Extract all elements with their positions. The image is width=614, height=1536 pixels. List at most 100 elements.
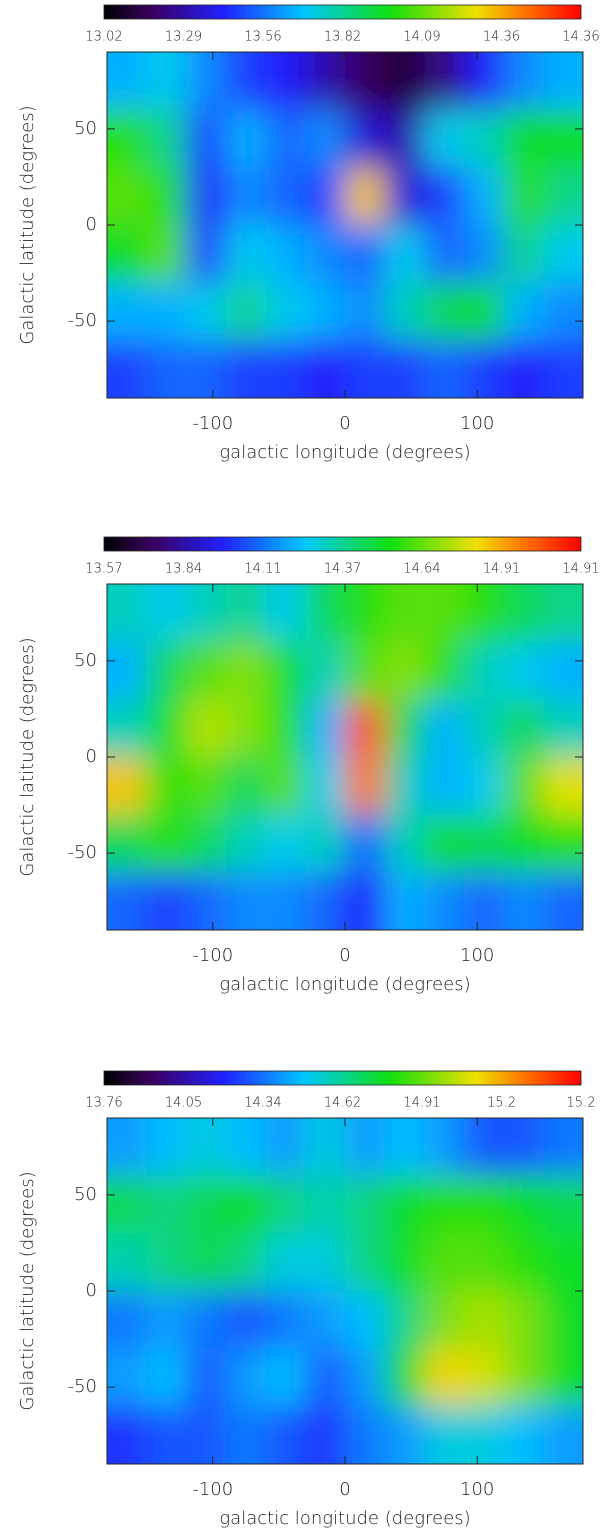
heat-cell bbox=[345, 699, 386, 758]
heat-cell bbox=[265, 699, 307, 758]
heat-cell bbox=[424, 340, 465, 398]
heat-cell bbox=[186, 1406, 227, 1464]
heat-cell bbox=[226, 109, 267, 169]
heat-cell bbox=[265, 1175, 307, 1235]
heat-cell bbox=[384, 584, 426, 643]
heat-cell bbox=[543, 109, 583, 169]
heat-cell bbox=[345, 814, 386, 874]
heat-cell bbox=[305, 109, 346, 169]
panel: 13.57 13.84 14.11 14.37 14.64 14.91 14.91 -50 0 5… bbox=[17, 536, 600, 995]
x-tick-label: 100 bbox=[460, 945, 494, 966]
heat-cell bbox=[543, 340, 583, 398]
heat-cell bbox=[345, 282, 386, 342]
y-tick-label: 0 bbox=[86, 214, 97, 235]
colorbar-tick-label: 14.11 bbox=[244, 562, 281, 577]
heat-cell bbox=[424, 1406, 465, 1464]
map-cells bbox=[107, 1118, 583, 1464]
heat-cell bbox=[146, 1233, 188, 1292]
x-axis-title: galactic longitude (degrees) bbox=[219, 442, 470, 463]
colorbar-tick-label: 14.64 bbox=[403, 562, 440, 577]
heat-cell bbox=[186, 699, 227, 758]
heat-cell bbox=[186, 282, 227, 342]
heat-cell bbox=[107, 282, 148, 342]
colorbar-tick-label: 13.57 bbox=[85, 562, 122, 577]
heat-cell bbox=[226, 340, 267, 398]
colorbar-tick-label: 13.56 bbox=[244, 30, 281, 45]
heat-cell bbox=[146, 641, 188, 701]
heat-cell bbox=[265, 340, 307, 398]
heat-cell bbox=[107, 225, 148, 284]
heat-cell bbox=[186, 1175, 227, 1235]
heat-cell bbox=[543, 1233, 583, 1292]
heat-cell bbox=[503, 340, 545, 398]
colorbar-tick-label: 14.62 bbox=[324, 1096, 361, 1111]
heat-cell bbox=[503, 282, 545, 342]
heat-cell bbox=[543, 52, 583, 111]
heat-cell bbox=[384, 167, 426, 226]
heat-cell bbox=[146, 282, 188, 342]
heat-cell bbox=[464, 584, 505, 643]
heat-cell bbox=[107, 1348, 148, 1408]
heat-cell bbox=[384, 757, 426, 816]
heat-cell bbox=[503, 699, 545, 758]
heat-cell bbox=[265, 282, 307, 342]
heat-cell bbox=[464, 757, 505, 816]
heat-cell bbox=[305, 584, 346, 643]
heat-cell bbox=[345, 225, 386, 284]
y-axis-title: Galactic latitude (degrees) bbox=[17, 637, 38, 876]
heat-cell bbox=[424, 872, 465, 930]
heat-cell bbox=[226, 1291, 267, 1350]
colorbar-tick-label: 13.84 bbox=[165, 562, 202, 577]
heat-cell bbox=[424, 52, 465, 111]
heat-cell bbox=[345, 757, 386, 816]
heat-cell bbox=[424, 167, 465, 226]
heat-cell bbox=[384, 1233, 426, 1292]
heat-cell bbox=[186, 340, 227, 398]
heat-cell bbox=[146, 340, 188, 398]
heat-cell bbox=[503, 872, 545, 930]
heat-cell bbox=[543, 584, 583, 643]
heat-cell bbox=[226, 1348, 267, 1408]
heat-cell bbox=[424, 225, 465, 284]
x-tick-label: -100 bbox=[192, 1479, 233, 1500]
heat-cell bbox=[226, 1406, 267, 1464]
heat-cell bbox=[424, 1118, 465, 1177]
panel: 13.02 13.29 13.56 13.82 14.09 14.36 14.36 -50 0 5… bbox=[17, 4, 600, 463]
heat-cell bbox=[265, 584, 307, 643]
map bbox=[107, 52, 583, 398]
heat-cell bbox=[186, 641, 227, 701]
colorbar bbox=[103, 4, 582, 20]
heat-cell bbox=[543, 641, 583, 701]
heat-cell bbox=[543, 1118, 583, 1177]
colorbar-tick-label: 14.91 bbox=[483, 562, 520, 577]
heat-cell bbox=[186, 872, 227, 930]
heat-cell bbox=[345, 1406, 386, 1464]
heat-cell bbox=[107, 52, 148, 111]
heat-cell bbox=[464, 814, 505, 874]
heat-cell bbox=[464, 52, 505, 111]
colorbar-tick-label: 14.36 bbox=[562, 30, 599, 45]
heat-cell bbox=[384, 699, 426, 758]
heat-cell bbox=[226, 52, 267, 111]
heat-cell bbox=[226, 872, 267, 930]
heat-cell bbox=[146, 1348, 188, 1408]
map-cells bbox=[107, 584, 583, 930]
colorbar-tick-label: 14.91 bbox=[562, 562, 599, 577]
heat-cell bbox=[107, 1291, 148, 1350]
heat-cell bbox=[424, 641, 465, 701]
heat-cell bbox=[265, 757, 307, 816]
heat-cell bbox=[107, 757, 148, 816]
heat-cell bbox=[424, 282, 465, 342]
heat-cell bbox=[424, 109, 465, 169]
heat-cell bbox=[305, 225, 346, 284]
heat-cell bbox=[186, 225, 227, 284]
heat-cell bbox=[186, 109, 227, 169]
colorbar-tick-label: 13.02 bbox=[85, 30, 122, 45]
heat-cell bbox=[226, 757, 267, 816]
heat-cell bbox=[543, 1348, 583, 1408]
x-tick-label: 0 bbox=[339, 1479, 350, 1500]
y-tick-label: -50 bbox=[68, 310, 97, 331]
heat-cell bbox=[107, 584, 148, 643]
heat-cell bbox=[265, 109, 307, 169]
colorbar-tick-label: 14.34 bbox=[244, 1096, 281, 1111]
